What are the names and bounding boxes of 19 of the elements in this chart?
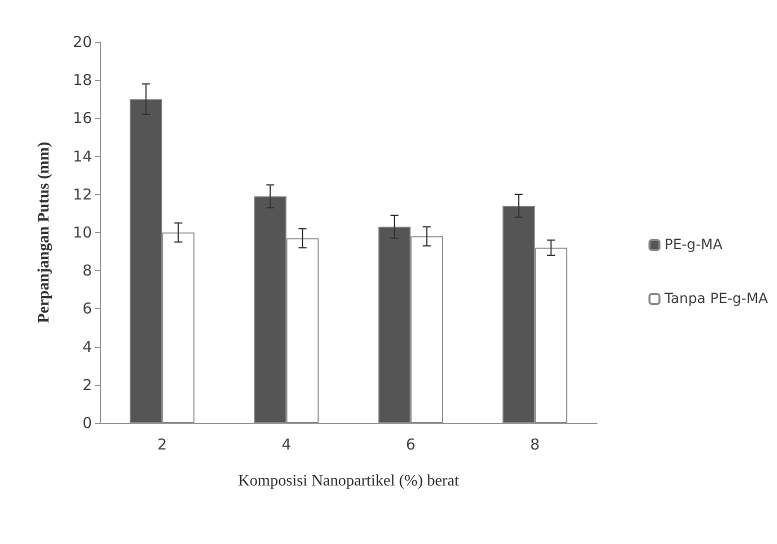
y-tick-label: 18 <box>72 71 92 90</box>
x-tick-label: 2 <box>157 436 167 454</box>
y-tick-label: 8 <box>82 262 92 280</box>
y-tick-label: 14 <box>72 147 92 166</box>
x-tick-label: 6 <box>406 436 416 454</box>
y-tick-label: 2 <box>82 376 92 394</box>
y-tick-label: 12 <box>72 185 92 204</box>
y-axis-title: Perpanjangan Putus (mm) <box>36 142 52 324</box>
y-tick-label: 0 <box>82 414 92 432</box>
legend-label: Tanpa PE-g-MA <box>663 291 768 307</box>
legend-label: PE-g-MA <box>664 237 723 253</box>
x-tick-label: 4 <box>282 436 292 454</box>
x-tick-label: 8 <box>530 436 540 454</box>
y-tick-label: 10 <box>72 224 92 242</box>
y-tick-label: 16 <box>72 109 92 128</box>
x-axis-title: Komposisi Nanopartikel (%) berat <box>238 472 460 490</box>
y-tick-label: 4 <box>82 338 92 356</box>
y-tick-label: 20 <box>72 33 92 51</box>
y-tick-label: 6 <box>82 300 92 318</box>
